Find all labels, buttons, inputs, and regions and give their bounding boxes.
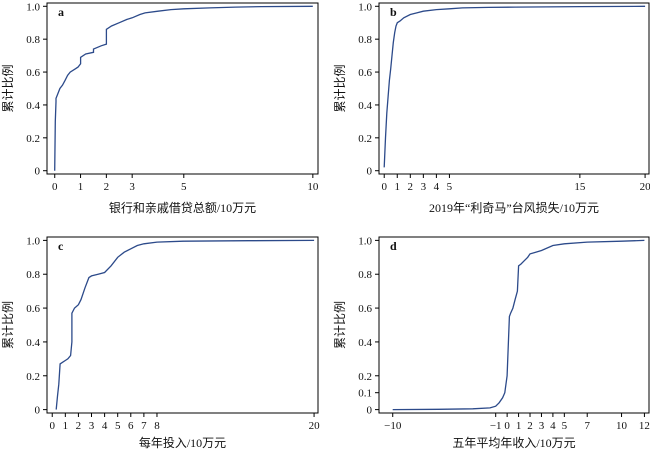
- panel-b-cdf-curve: [383, 5, 646, 168]
- panel-a-xtick-label: 2: [104, 181, 110, 193]
- panel-d-xtick-label: 4: [550, 420, 556, 432]
- panel-c-letter: c: [58, 239, 64, 253]
- panel-d-ytick-label: 0.1: [358, 388, 372, 400]
- panel-d-ytick-label: 1.0: [358, 235, 372, 247]
- panel-d-xtick-label: 12: [639, 420, 650, 432]
- panel-d-ytick-label: 0: [367, 405, 373, 417]
- panel-c-xtick-label: 4: [102, 420, 108, 432]
- panel-a-ytick-label: 0.2: [26, 133, 40, 145]
- panel-b-letter: b: [390, 5, 397, 19]
- panel-b-ytick-label: 0.8: [358, 34, 372, 46]
- panel-d-xtick-label: −10: [384, 420, 402, 432]
- panel-b-xtick-label: 20: [640, 181, 650, 193]
- panel-c-ytick-label: 1.0: [26, 235, 40, 247]
- panel-a-xtick-label: 3: [129, 181, 135, 193]
- panel-b-plot-frame: [378, 2, 650, 175]
- panel-d-xtick-label: 3: [539, 420, 545, 432]
- panel-d-plot-frame: [378, 236, 650, 414]
- panel-c-ytick-label: 0.2: [26, 371, 40, 383]
- panel-b-xlabel: 2019年“利奇马”台风损失/10万元: [429, 200, 599, 215]
- panel-b-ytick-label: 0.4: [358, 100, 372, 112]
- panel-a-ytick-label: 0: [35, 166, 41, 178]
- panel-c-ytick-label: 0.8: [26, 269, 40, 281]
- panel-d-xtick-label: 10: [616, 420, 628, 432]
- panel-b: b0 1 2 3 4 5 15 2000.20.40.60.81.02019年“利奇马”台风损…: [333, 1, 650, 215]
- panel-d-cdf-curve: [392, 239, 645, 411]
- panel-a-ytick-label: 0.4: [26, 100, 40, 112]
- panel-a-ytick-label: 0.8: [26, 34, 40, 46]
- panel-a-ytick-label: 0.6: [26, 67, 40, 79]
- panel-c-xtick-label: 7: [141, 420, 147, 432]
- panel-a-xtick-label: 0: [52, 181, 58, 193]
- panel-a-letter: a: [58, 5, 64, 19]
- panel-b-xtick-label: 1: [395, 181, 401, 193]
- panel-d-xlabel: 五年平均年收入/10万元: [452, 436, 575, 450]
- panel-a-xtick-label: 5: [181, 181, 187, 193]
- panel-d-xtick-label: 2: [527, 420, 533, 432]
- panel-c-xtick-label: 5: [115, 420, 121, 432]
- panel-c: c0 1 2 3 4 5 6 7 8 2000.20.40.60.81.0每年投入/10万元累计比…: [1, 235, 320, 450]
- panel-d: d−10 −1 0 1 2 3 4 5 7 10 1200.10.20.40.60.81.0五年平均…: [333, 235, 650, 450]
- panel-c-xtick-label: 1: [63, 420, 69, 432]
- panel-c-xtick-label: 6: [128, 420, 134, 432]
- panel-b-xtick-label: 0: [381, 181, 387, 193]
- panel-b-ytick-label: 0: [367, 166, 373, 178]
- panel-c-ytick-label: 0.6: [26, 303, 40, 315]
- panel-d-ylabel: 累计比例: [333, 301, 347, 349]
- panel-b-xtick-label: 2: [408, 181, 414, 193]
- panel-b-ylabel: 累计比例: [333, 64, 347, 112]
- panel-d-ytick-label: 0.8: [358, 269, 372, 281]
- panel-d-ytick-label: 0.6: [358, 303, 372, 315]
- panel-a-xlabel: 银行和亲戚借贷总额/10万元: [109, 201, 256, 215]
- panel-c-xtick-label: 0: [49, 420, 55, 432]
- panel-d-xtick-label: 0: [504, 420, 510, 432]
- panel-a-ytick-label: 1.0: [26, 1, 40, 13]
- panel-c-ytick-label: 0.4: [26, 337, 40, 349]
- panel-c-xtick-label: 3: [89, 420, 95, 432]
- panel-c-xtick-label: 8: [154, 420, 160, 432]
- panel-d-xtick-label: 7: [584, 420, 590, 432]
- panel-a: a 0 1 2 3 5 10 0 0.2 0.4 0.6 0.8 1.0 银行和亲戚借贷总额/10万元 累计…: [1, 1, 319, 215]
- panel-c-xtick-label: 2: [76, 420, 82, 432]
- panel-a-ylabel: 累计比例: [1, 64, 15, 112]
- panel-c-plot-frame: [46, 236, 319, 414]
- panel-a-plot-frame: [46, 2, 319, 175]
- panel-b-xtick-label: 15: [574, 181, 586, 193]
- panel-d-xtick-label: −1: [490, 420, 502, 432]
- panel-b-ytick-label: 1.0: [358, 1, 372, 13]
- panel-b-xtick-label: 5: [447, 181, 453, 193]
- panel-b-ytick-label: 0.6: [358, 67, 372, 79]
- panel-c-ytick-label: 0: [35, 405, 41, 417]
- panel-b-xtick-label: 3: [421, 181, 427, 193]
- panel-d-xtick-label: 1: [516, 420, 522, 432]
- panel-c-xtick-label: 20: [309, 420, 321, 432]
- panel-b-xtick-label: 4: [434, 181, 440, 193]
- panel-a-xtick-label: 1: [78, 181, 84, 193]
- panel-c-ylabel: 累计比例: [1, 301, 15, 349]
- panel-c-xlabel: 每年投入/10万元: [139, 435, 226, 450]
- panel-b-ytick-label: 0.2: [358, 133, 372, 145]
- panel-a-xtick-label: 10: [307, 181, 319, 193]
- panel-d-letter: d: [390, 239, 397, 253]
- panel-d-ytick-label: 0.2: [358, 371, 372, 383]
- panel-d-xtick-label: 5: [562, 420, 568, 432]
- panel-c-cdf-curve: [55, 239, 315, 410]
- panel-d-ytick-label: 0.4: [358, 337, 372, 349]
- panel-a-cdf-curve: [54, 5, 313, 171]
